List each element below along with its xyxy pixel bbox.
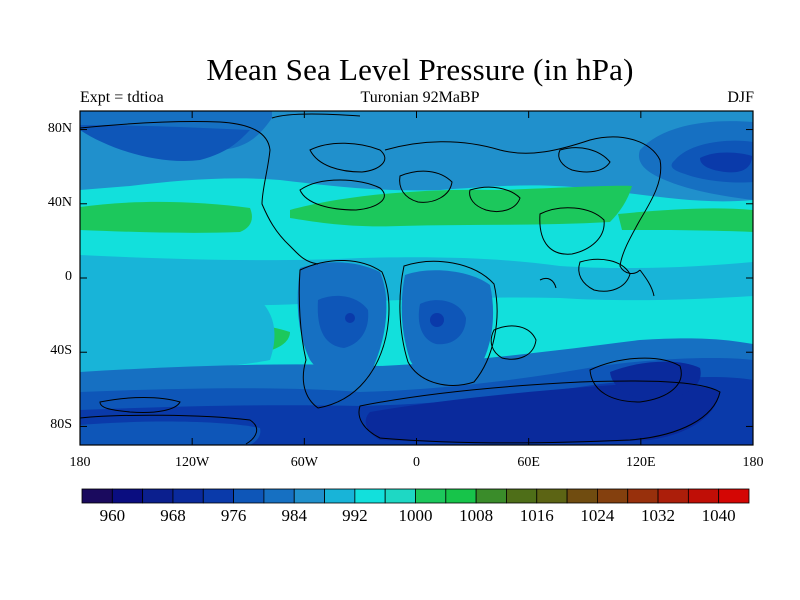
colorbar-label: 984 [281,506,307,525]
colorbar-label: 1016 [519,506,554,525]
experiment-label: Expt = tdtioa [80,89,164,106]
colorbar-label: 992 [342,506,368,525]
colorbar-swatch [415,488,447,504]
lon-tick-label: 180 [69,455,91,470]
colorbar-swatch [475,488,507,504]
season-label: DJF [727,89,754,106]
colorbar-label: 1024 [580,506,615,525]
axis-ticks [79,111,754,445]
colorbar-label: 1032 [641,506,676,525]
lat-tick-label: 80S [50,417,72,433]
lon-tick-label: 60W [290,455,318,470]
colorbar-label: 1000 [398,506,433,525]
colorbar-swatch [81,488,113,504]
colorbar-swatch [233,488,265,504]
lon-tick-label: 180 [742,455,764,470]
colorbar-label: 960 [99,506,126,525]
chart-title: Mean Sea Level Pressure (in hPa) [206,52,634,87]
colorbar-swatch [627,488,659,504]
colorbar-swatch [111,488,144,504]
colorbar-swatch [687,488,720,504]
period-label: Turonian 92MaBP [360,89,480,106]
lon-tick-label: 120E [626,455,656,470]
lat-tick-label: 80N [47,120,72,136]
colorbar-swatch [445,488,477,504]
colorbar-swatch [384,488,416,504]
lat-tick-label: 0 [65,269,72,284]
colorbar-swatch [172,488,204,504]
lon-tick-label: 120W [175,455,210,470]
colorbar-label: 976 [220,506,247,525]
colorbar-swatch [324,488,356,504]
lat-tick-label: 40N [47,194,72,210]
colorbar-swatch [597,488,629,504]
colorbar-swatch [202,488,234,504]
lon-tick-label: 0 [413,455,420,470]
colorbar-swatch [354,488,386,504]
colorbar-swatch [263,488,295,504]
colorbar-swatch [293,488,325,504]
colorbar-swatch [536,488,568,504]
colorbar-swatch [657,488,689,504]
colorbar-label: 1008 [459,506,494,525]
lat-tick-label: 40S [50,343,72,359]
colorbar-swatch [718,488,750,504]
lon-tick-label: 60E [517,455,540,470]
colorbar-label: 1040 [701,506,736,525]
pressure-field [80,111,753,445]
colorbar-swatch [142,488,174,504]
colorbar-label: 968 [160,506,186,525]
colorbar [81,488,750,504]
colorbar-swatch [506,488,538,504]
coastlines [80,113,721,445]
colorbar-swatch [566,488,598,504]
